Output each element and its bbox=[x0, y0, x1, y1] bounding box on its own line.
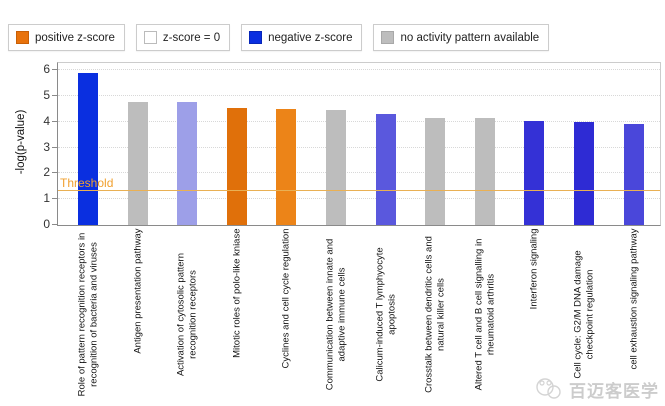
x-axis-label-2: Antigen presentation pathway bbox=[114, 229, 161, 401]
x-axis-label-6: Communication between innate and adaptiv… bbox=[313, 229, 360, 401]
x-axis-label-9: Altered T cell and B cell signalling in … bbox=[461, 229, 508, 401]
y-tick-label: 5 bbox=[43, 88, 50, 103]
bar-1-negative bbox=[78, 72, 98, 225]
legend-label: z-score = 0 bbox=[162, 31, 221, 44]
bar-10-negative bbox=[524, 120, 545, 225]
bar-3-negative bbox=[177, 102, 198, 225]
legend-item-positive-z-score: positive z-score bbox=[8, 24, 125, 51]
x-axis-label-12: cell exhaustion signaling pathway bbox=[610, 229, 657, 401]
x-axis-label-3: Activation of cytosolic pattern recognit… bbox=[164, 229, 211, 401]
y-tick-mark bbox=[52, 120, 57, 122]
legend-label: no activity pattern available bbox=[400, 31, 540, 44]
x-axis-label-text: Antigen presentation pathway bbox=[131, 228, 143, 354]
y-tick-mark bbox=[52, 69, 57, 71]
x-axis-label-text: Cell cycle: G2/M DNA damage checkpoint r… bbox=[572, 250, 595, 379]
x-axis-label-text: Role of pattern recognition receptors in… bbox=[76, 232, 99, 397]
gridline-2 bbox=[58, 172, 660, 174]
bar-6-no-activity bbox=[326, 110, 346, 225]
bar-8-no-activity bbox=[425, 117, 446, 225]
bar-9-no-activity bbox=[474, 117, 495, 225]
legend-swatch-no-activity bbox=[381, 31, 395, 44]
gridline-4 bbox=[58, 120, 660, 122]
bar-12-negative bbox=[623, 124, 644, 225]
x-axis-label-5: Cyclines and cell cycle regulation bbox=[263, 229, 310, 401]
x-axis-label-text: Interferon signaling bbox=[528, 228, 540, 310]
legend-item-no-activity: no activity pattern available bbox=[373, 24, 550, 51]
x-axis-label-text: Activation of cytosolic pattern recognit… bbox=[175, 252, 199, 377]
y-tick-label: 6 bbox=[43, 62, 50, 77]
legend-item-negative-z-score: negative z-score bbox=[241, 24, 363, 51]
x-axis-label-text: Calicum-induced T lymphyocyte apoptosis bbox=[374, 247, 397, 382]
gridline-3 bbox=[58, 146, 660, 148]
threshold-label: Threshold bbox=[60, 176, 114, 191]
y-tick-mark bbox=[52, 146, 57, 148]
legend-swatch-negative-z-score bbox=[249, 31, 263, 44]
y-tick-label: 2 bbox=[43, 165, 50, 180]
chart-legend: positive z-score z-score = 0 negative z-sc… bbox=[8, 24, 550, 51]
x-axis-label-8: Crosstalk between dendritic cells and na… bbox=[412, 229, 459, 401]
y-tick-label: 1 bbox=[43, 191, 50, 206]
x-axis-label-10: Interferon signaling bbox=[511, 229, 558, 401]
bar-11-negative bbox=[574, 121, 594, 225]
gridline-6 bbox=[58, 69, 660, 71]
x-axis-label-text: Cyclines and cell cycle regulation bbox=[280, 228, 292, 369]
x-axis-label-11: Cell cycle: G2/M DNA damage checkpoint r… bbox=[561, 229, 608, 401]
gridline-1 bbox=[58, 198, 660, 200]
legend-swatch-positive-z-score bbox=[16, 31, 29, 44]
x-axis-label-text: Communication between innate and adaptiv… bbox=[324, 238, 347, 391]
y-tick-label: 4 bbox=[43, 113, 50, 128]
legend-item-z-score-zero: z-score = 0 bbox=[135, 24, 231, 51]
y-tick-label: 3 bbox=[43, 139, 50, 154]
x-axis-label-text: Crosstalk between dendritic cells and na… bbox=[423, 236, 447, 393]
threshold-line bbox=[58, 190, 660, 192]
gridline-5 bbox=[58, 95, 660, 97]
y-tick-mark bbox=[52, 172, 57, 174]
y-tick-mark bbox=[52, 198, 57, 200]
y-tick-mark bbox=[52, 95, 57, 97]
x-axis-label-4: Mitotic roles of polo-like kniase bbox=[213, 229, 260, 401]
watermark: 百迈客医学 bbox=[535, 376, 659, 402]
panda-logo-icon bbox=[536, 378, 561, 399]
y-tick-label: 0 bbox=[43, 217, 50, 231]
bar-4-positive bbox=[226, 107, 247, 225]
x-axis-label-text: cell exhaustion signaling pathway bbox=[627, 228, 639, 370]
legend-swatch-z-score-zero bbox=[143, 31, 157, 44]
legend-label: negative z-score bbox=[268, 31, 353, 44]
x-axis-label-1: Role of pattern recognition receptors in… bbox=[65, 229, 112, 401]
bar-7-negative bbox=[375, 114, 396, 225]
watermark-text: 百迈客医学 bbox=[569, 381, 659, 401]
y-tick-mark bbox=[52, 224, 57, 225]
x-axis-label-text: Mitotic roles of polo-like kniase bbox=[231, 228, 243, 358]
bar-5-positive bbox=[276, 108, 297, 225]
bar-2-no-activity bbox=[127, 102, 148, 225]
x-axis-label-text: Altered T cell and B cell signalling in … bbox=[473, 238, 496, 391]
x-axis-label-7: Calicum-induced T lymphyocyte apoptosis bbox=[362, 229, 409, 401]
legend-label: positive z-score bbox=[35, 31, 115, 44]
plot-area: Threshold bbox=[57, 62, 661, 226]
